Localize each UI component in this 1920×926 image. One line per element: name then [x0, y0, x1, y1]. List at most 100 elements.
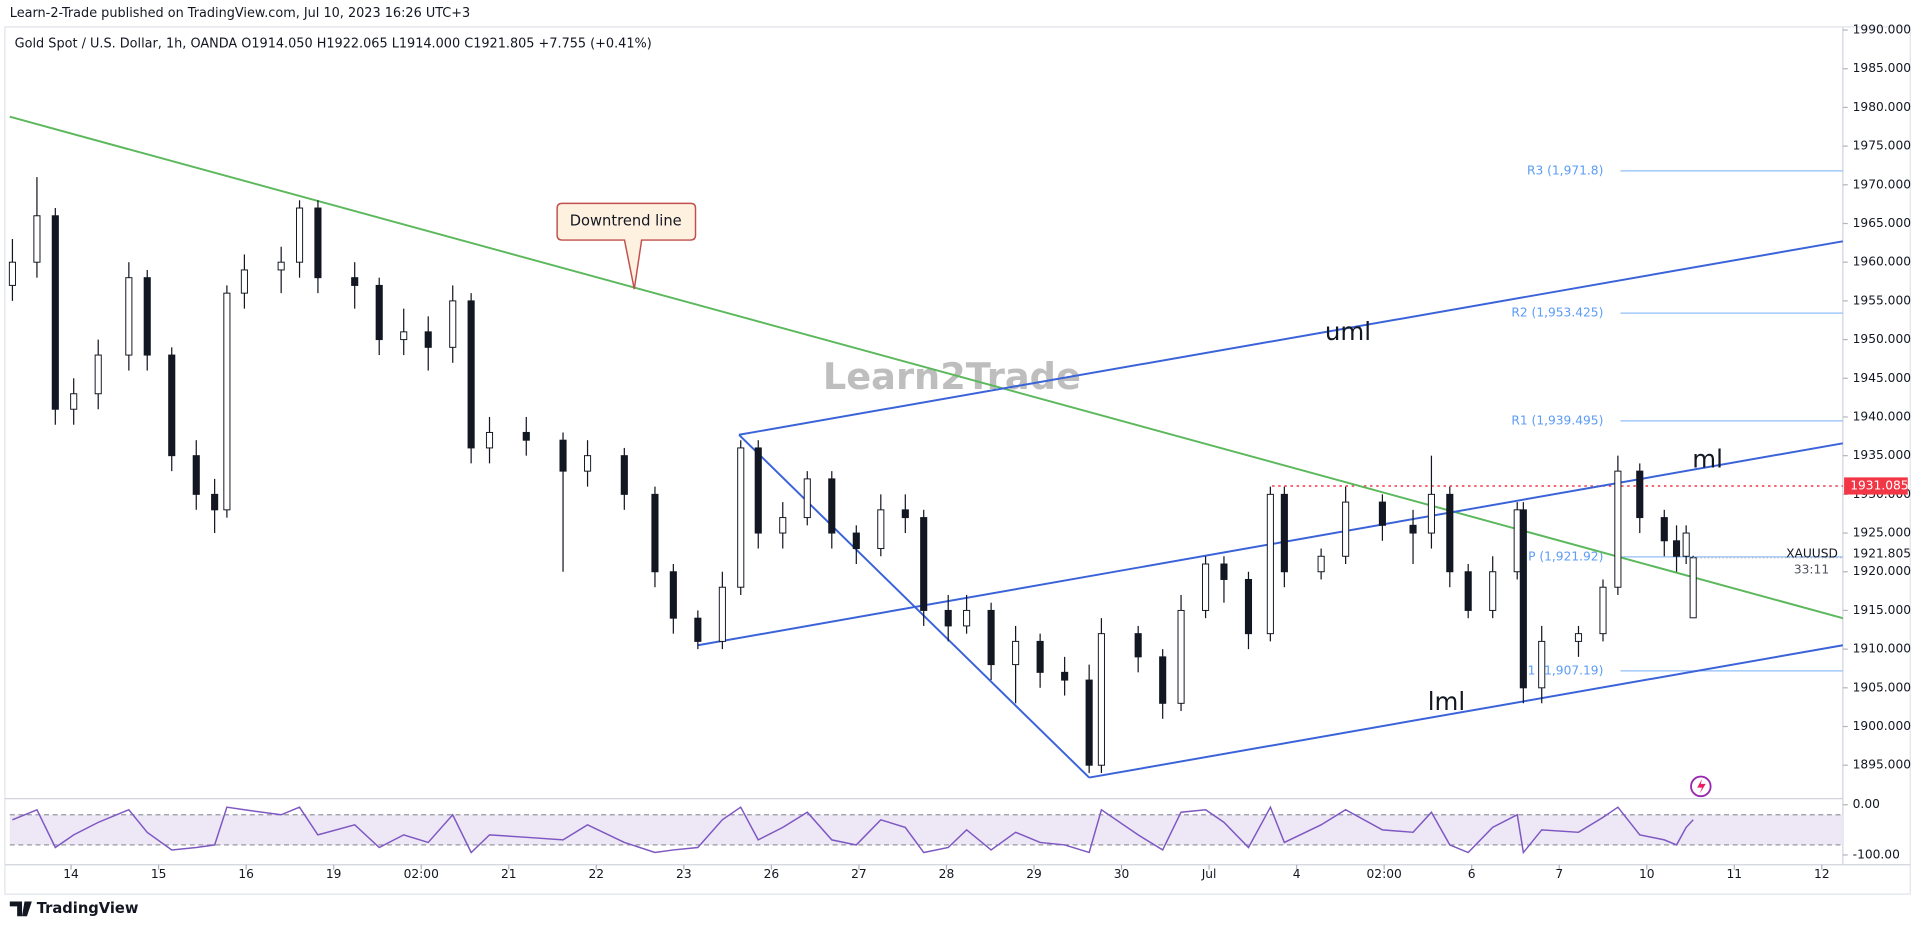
candle-body: [620, 455, 628, 495]
y-tick-label: 1895.000: [1853, 758, 1911, 772]
candle-body: [852, 532, 860, 550]
candle-body: [1599, 586, 1607, 635]
candle-body: [1538, 640, 1546, 689]
x-tick-label: 28: [939, 867, 955, 881]
x-tick-label: 02:00: [1367, 867, 1402, 881]
x-tick-label: Jul: [1201, 867, 1217, 881]
candle-body: [1464, 571, 1472, 611]
published-note: Learn-2-Trade published on TradingView.c…: [10, 6, 470, 21]
watermark: Learn2Trade: [823, 355, 1081, 398]
candle-body: [669, 571, 677, 619]
y-tick-label: 1945.000: [1853, 371, 1911, 385]
symbol-label: XAUUSD: [1786, 547, 1838, 561]
candle-body: [51, 215, 59, 410]
candle-body: [375, 284, 383, 341]
candle-body: [192, 455, 200, 495]
candle-body: [1342, 501, 1350, 557]
candle-body: [901, 509, 909, 519]
line-label: lml: [1428, 687, 1465, 716]
candle-body: [1266, 493, 1274, 635]
candle-body: [1636, 470, 1644, 519]
candle-body: [559, 439, 567, 472]
x-tick-label: 6: [1468, 867, 1476, 881]
candle-body: [1159, 656, 1167, 704]
y-tick-label: 1940.000: [1853, 409, 1911, 423]
candle-body: [400, 331, 408, 341]
pivot-label: P (1,921.92): [1528, 549, 1603, 563]
pivot-label: R2 (1,953.425): [1511, 306, 1603, 320]
trend-line: [738, 434, 1090, 779]
alert-circle[interactable]: [1690, 775, 1712, 798]
candle-body: [1519, 509, 1527, 689]
callout-text: Downtrend line: [570, 213, 682, 230]
y-tick-label: 1965.000: [1853, 216, 1911, 230]
candle-body: [277, 261, 285, 271]
candle-body: [1672, 540, 1681, 557]
candle-body: [944, 609, 952, 627]
x-tick-label: 15: [151, 867, 167, 881]
line-label: ml: [1692, 445, 1723, 474]
y-tick-label: 1970.000: [1853, 177, 1911, 191]
candle-body: [1378, 501, 1386, 526]
candle-body: [1660, 517, 1668, 542]
chart-title: Gold Spot / U.S. Dollar, 1h, OANDA O1914…: [15, 37, 652, 52]
oscillator-line: [12, 805, 1694, 855]
x-tick-label: 23: [676, 867, 692, 881]
x-tick-label: 14: [63, 867, 79, 881]
y-tick-label: 1960.000: [1853, 255, 1911, 269]
candle-body: [737, 447, 745, 588]
x-tick-label: 16: [238, 867, 254, 881]
candle-body: [1427, 493, 1435, 534]
candle-body: [1317, 555, 1325, 573]
candle-body: [211, 493, 219, 511]
price-line-label: 1931.085: [1850, 478, 1908, 492]
oscillator-tick-label: 0.00: [1853, 797, 1880, 811]
candle-body: [295, 207, 304, 263]
candle-body: [168, 354, 176, 457]
candle-body: [143, 277, 151, 356]
candle-body: [351, 277, 359, 286]
candle-body: [1061, 671, 1069, 681]
candle-body: [240, 269, 248, 294]
candle-body: [651, 493, 659, 573]
y-tick-label: 1955.000: [1853, 293, 1911, 307]
y-tick-label: 1925.000: [1853, 526, 1911, 540]
y-tick-label: 1900.000: [1853, 719, 1911, 733]
downtrend-callout: Downtrend line: [556, 202, 697, 290]
candle-body: [1614, 470, 1622, 588]
trend-line: [738, 240, 1844, 436]
candle-body: [1689, 557, 1697, 619]
oscillator-band: [9, 814, 1843, 845]
x-tick-label: 10: [1639, 867, 1655, 881]
x-tick-label: 26: [764, 867, 780, 881]
x-tick-label: 27: [851, 867, 867, 881]
candle-body: [314, 207, 322, 279]
candle-body: [8, 261, 16, 286]
x-tick-label: 19: [326, 867, 342, 881]
candle-body: [485, 431, 494, 449]
alert-bolt[interactable]: [1697, 779, 1706, 794]
plot-area: 1895.000 1900.000 1905.000 1910.000 1915.000…: [8, 23, 1911, 881]
candle-body: [987, 609, 995, 666]
candle-body: [718, 586, 726, 642]
last-price-label: 1921.805: [1853, 547, 1911, 561]
candle-body: [1280, 493, 1288, 573]
candle-body: [449, 300, 457, 348]
pivot-label: S1 (1,907.19): [1520, 663, 1603, 677]
candle-body: [1036, 640, 1044, 673]
candle-body: [125, 277, 133, 356]
candle-body: [1446, 493, 1454, 573]
candle-body: [1513, 509, 1521, 573]
trend-line: [1088, 644, 1844, 779]
y-tick-label: 1935.000: [1853, 448, 1911, 462]
y-tick-label: 1950.000: [1853, 332, 1911, 346]
x-tick-label: 12: [1814, 867, 1830, 881]
x-tick-label: 11: [1727, 867, 1743, 881]
oscillator-tick-label: -100.00: [1853, 847, 1900, 861]
candle-body: [754, 447, 762, 534]
alert-icon[interactable]: [1690, 775, 1712, 798]
candle-body: [1202, 563, 1210, 611]
candle-body: [963, 609, 971, 627]
y-tick-label: 1920.000: [1853, 564, 1911, 578]
